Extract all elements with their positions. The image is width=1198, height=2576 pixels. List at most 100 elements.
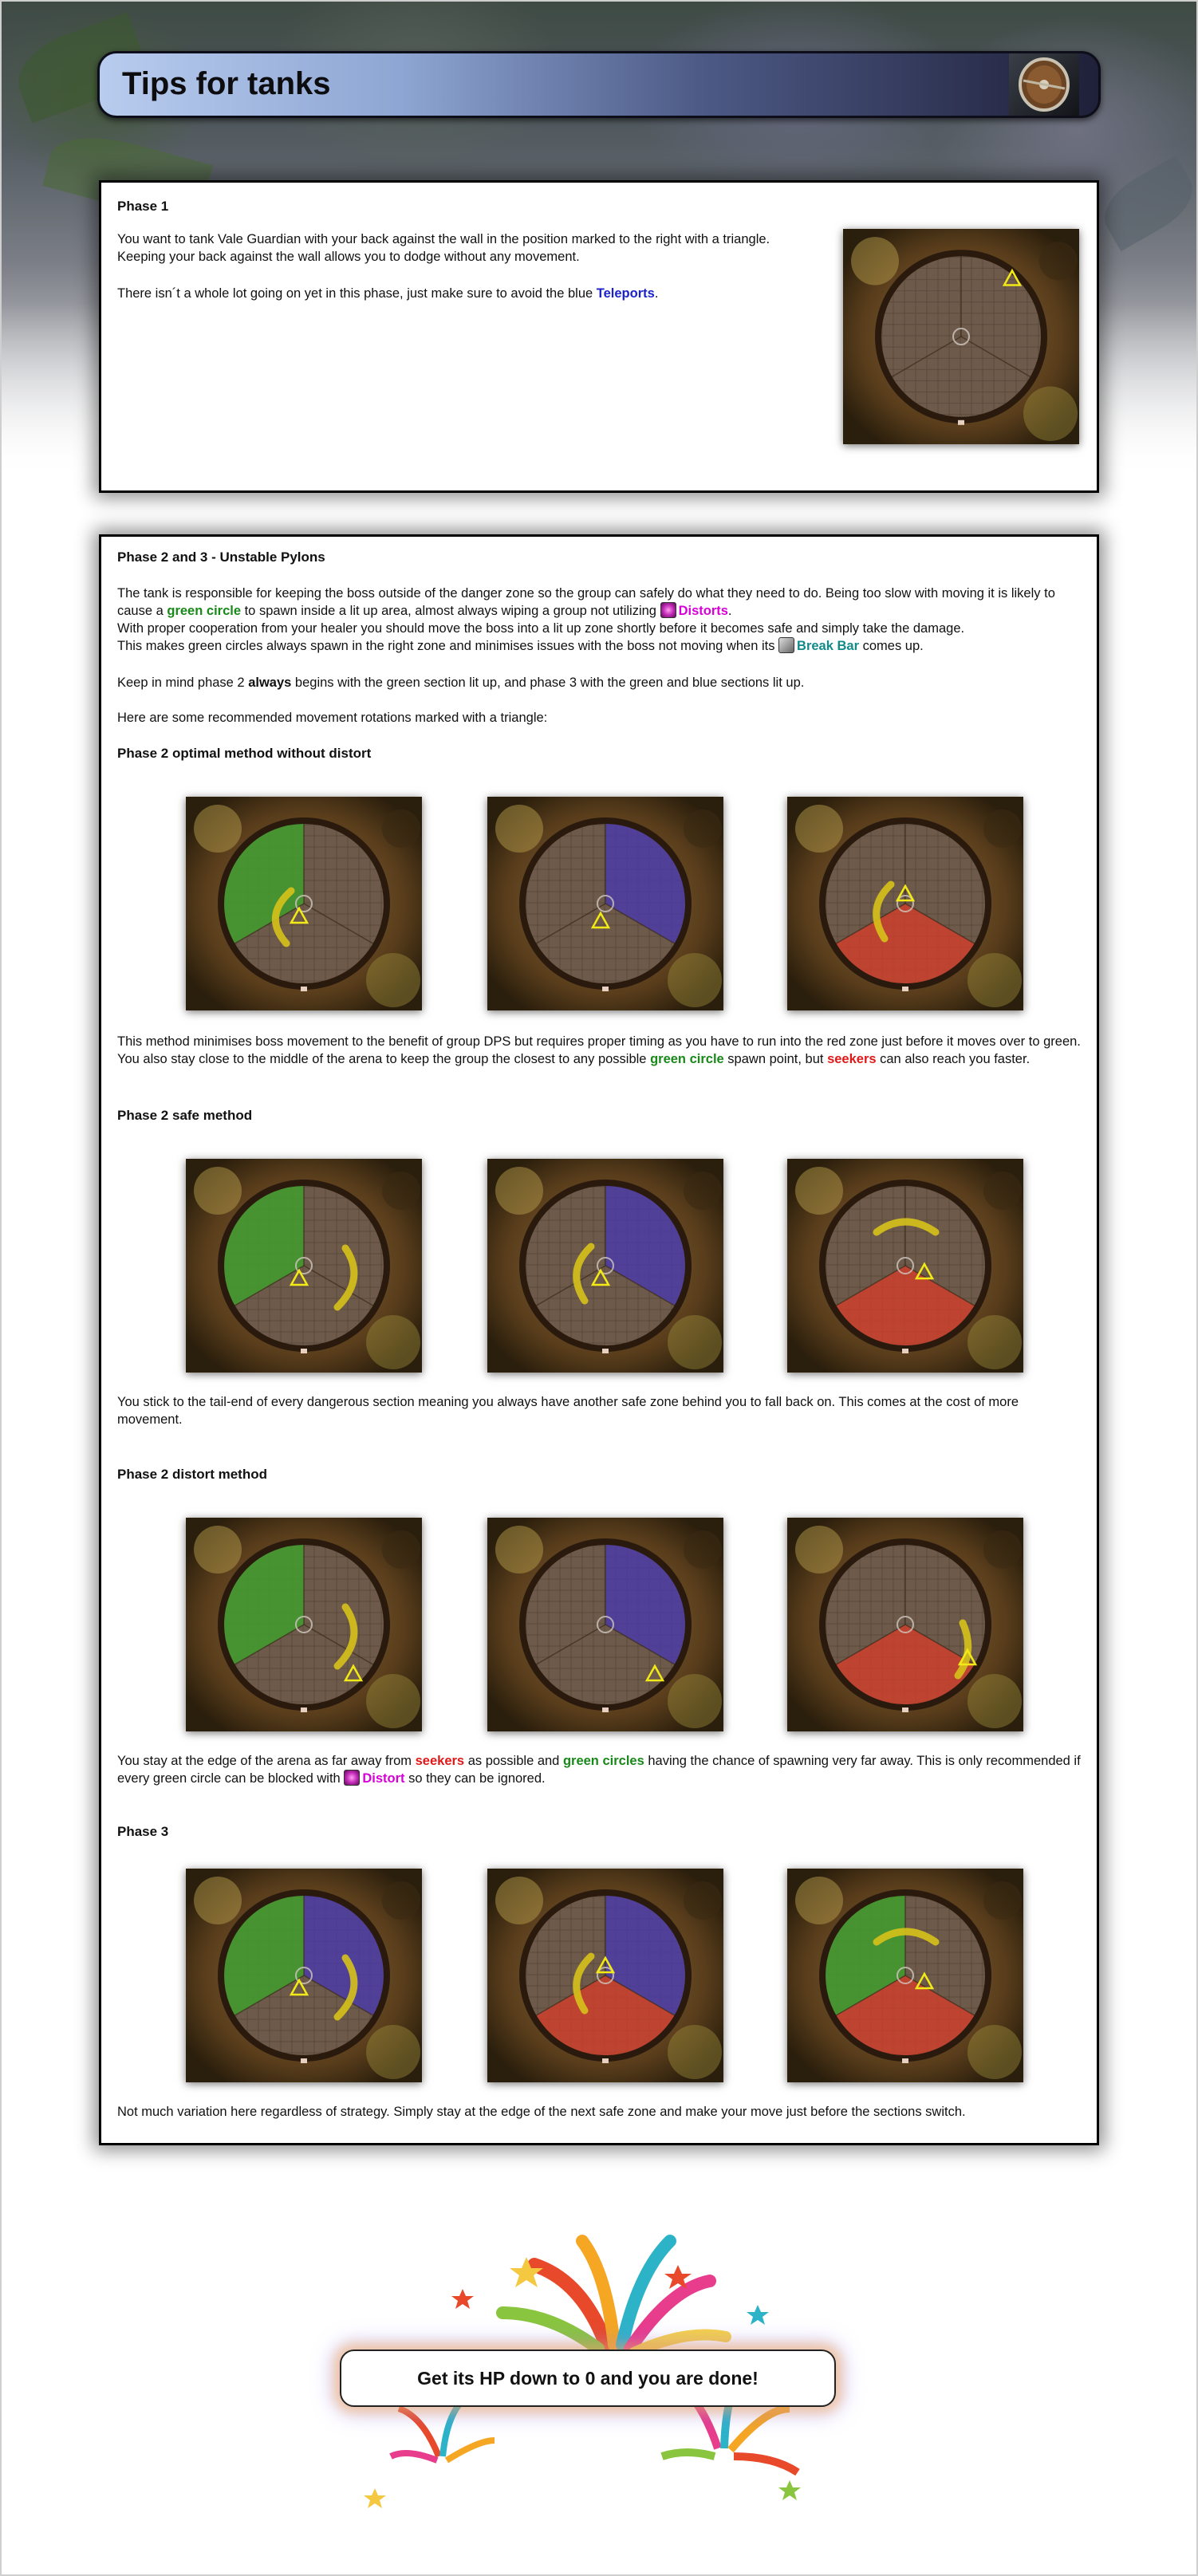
tank-position-triangle: [289, 1268, 309, 1286]
distorts-link[interactable]: Distorts: [678, 604, 728, 618]
arena-image-phase3-3: [787, 1869, 1023, 2082]
optimal-text: This method minimises boss movement to t…: [117, 1034, 1081, 1066]
arena-map: [487, 797, 723, 1010]
intro-text: With proper cooperation from your healer…: [117, 621, 965, 636]
arena-image-phase1: [843, 229, 1079, 444]
distort-icon: [344, 1770, 361, 1786]
movement-arrow: [333, 1603, 358, 1670]
arena-map: [843, 229, 1079, 444]
note-text: Keep in mind phase 2: [117, 676, 249, 690]
optimal-method-heading: Phase 2 optimal method without distort: [117, 746, 372, 761]
firework-burst-top: [496, 2235, 731, 2358]
arena-image-phase3-2: [487, 1869, 723, 2082]
arena-entrance: [902, 1349, 908, 1353]
arena-map: [186, 1159, 422, 1373]
arena-entrance: [602, 1349, 609, 1353]
tank-position-triangle: [343, 1664, 364, 1682]
optimal-text: can also reach you faster.: [876, 1052, 1031, 1066]
arena-center-mark: [897, 1967, 914, 1984]
title-bar: Tips for tanks: [97, 51, 1101, 118]
phase1-text-end: .: [654, 286, 659, 301]
arena-map: [186, 797, 422, 1010]
movement-arrow: [573, 1243, 595, 1305]
arena-center-mark: [897, 1257, 914, 1274]
blue-zone: [605, 822, 687, 944]
optimal-text: spawn point, but: [723, 1052, 828, 1066]
arena-map: [487, 1518, 723, 1731]
arena-entrance: [602, 987, 609, 991]
safe-method-text: You stick to the tail-end of every dange…: [117, 1395, 1019, 1427]
arena-center-mark: [597, 1967, 614, 1984]
arena-center-mark: [897, 1616, 914, 1633]
arena-image-safe-3: [787, 1159, 1023, 1373]
movement-arrow: [873, 1928, 940, 1946]
arena-center-mark: [597, 1616, 614, 1633]
distort-method-text: You stay at the edge of the arena as far…: [117, 1752, 1082, 1787]
phase23-heading: Phase 2 and 3 - Unstable Pylons: [117, 549, 325, 565]
recommend-text: Here are some recommended movement rotat…: [117, 711, 548, 725]
tank-position-triangle: [644, 1664, 665, 1682]
arena-image-optimal-2: [487, 797, 723, 1010]
intro-text: The tank is responsible for keeping the …: [117, 586, 1055, 618]
arena-entrance: [301, 987, 307, 991]
break-bar-icon: [778, 637, 795, 653]
fireworks-decoration: [364, 2235, 801, 2508]
arena-center-mark: [295, 1616, 313, 1633]
arena-center-mark: [597, 895, 614, 912]
green-zone: [223, 1184, 304, 1306]
star-decorations: [364, 2257, 801, 2508]
arena-map: [787, 1518, 1023, 1731]
intro-text: This makes green circles always spawn in…: [117, 639, 779, 653]
arena-image-optimal-3: [787, 797, 1023, 1010]
blue-zone: [605, 1543, 687, 1665]
movement-arrow: [333, 1244, 358, 1311]
break-bar-link[interactable]: Break Bar: [797, 639, 860, 653]
arena-center-mark: [295, 895, 313, 912]
distort-method-heading: Phase 2 distort method: [117, 1467, 267, 1482]
phase3-text: Not much variation here regardless of st…: [117, 2105, 966, 2119]
green-zone: [824, 1894, 905, 2016]
shield-icon: [1019, 57, 1070, 112]
phase1-panel: Phase 1 You want to tank Vale Guardian w…: [99, 180, 1099, 493]
phase1-teleport-note: There isn´t a whole lot going on yet in …: [117, 285, 803, 302]
arena-map: [787, 1869, 1023, 2082]
distort-text: You stay at the edge of the arena as far…: [117, 1754, 416, 1768]
phase1-text: There isn´t a whole lot going on yet in …: [117, 286, 597, 301]
arena-image-phase3-1: [186, 1869, 422, 2082]
tank-position-triangle: [590, 911, 611, 929]
arena-image-distort-2: [487, 1518, 723, 1731]
intro-text: to spawn inside a lit up area, almost al…: [241, 604, 660, 618]
movement-arrow: [573, 1952, 595, 2015]
tank-position-triangle: [590, 1268, 611, 1286]
distort-text: as possible and: [464, 1754, 563, 1768]
tank-position-triangle: [895, 884, 916, 902]
movement-arrow: [333, 1954, 358, 2021]
phase-start-note: Keep in mind phase 2 always begins with …: [117, 674, 1082, 691]
distort-link[interactable]: Distort: [362, 1771, 405, 1786]
arena-entrance: [301, 1707, 307, 1712]
tank-position-triangle: [1002, 268, 1023, 286]
always-emphasis: always: [248, 676, 292, 690]
teleports-link[interactable]: Teleports: [596, 286, 655, 301]
tank-position-triangle: [914, 1971, 935, 1990]
phase1-heading: Phase 1: [117, 199, 169, 214]
arena-center-mark: [952, 327, 970, 346]
movement-arrow: [873, 880, 895, 943]
arena-map: [186, 1869, 422, 2082]
blue-zone: [605, 1894, 687, 2016]
tank-position-triangle: [957, 1648, 978, 1666]
arena-map: [186, 1518, 422, 1731]
page-title: Tips for tanks: [122, 66, 331, 101]
arena-entrance: [602, 1707, 609, 1712]
tank-position-triangle: [289, 906, 309, 924]
firework-burst-left: [389, 2398, 495, 2464]
arena-image-optimal-1: [186, 797, 422, 1010]
distort-text: having the chance of spawning very far a…: [117, 1754, 1081, 1786]
arena-image-safe-2: [487, 1159, 723, 1373]
arena-map: [787, 1159, 1023, 1373]
arena-entrance: [602, 2058, 609, 2063]
arena-map: [487, 1159, 723, 1373]
arena-entrance: [902, 1707, 908, 1712]
arena-entrance: [301, 2058, 307, 2063]
